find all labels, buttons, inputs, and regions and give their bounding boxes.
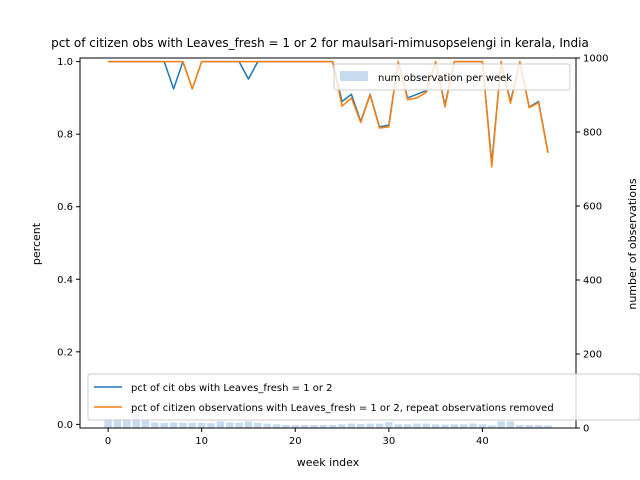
bar-week-21 bbox=[300, 425, 309, 428]
bar-week-30 bbox=[385, 422, 393, 428]
y2-tick-label-400: 400 bbox=[583, 276, 602, 287]
x-tick-label-0: 0 bbox=[105, 436, 111, 447]
bar-week-19 bbox=[282, 425, 290, 428]
bar-week-12 bbox=[216, 421, 225, 428]
bar-week-40 bbox=[478, 424, 487, 428]
y-tick-label-0.8: 0.8 bbox=[57, 130, 73, 141]
x-tick-label-20: 20 bbox=[289, 436, 302, 447]
bar-week-0 bbox=[104, 417, 112, 428]
y2-tick-label-0: 0 bbox=[583, 424, 589, 435]
legend-line1-label: pct of cit obs with Leaves_fresh = 1 or … bbox=[131, 383, 333, 394]
y-tick-label-0.2: 0.2 bbox=[57, 347, 73, 358]
y2-tick-label-800: 800 bbox=[583, 128, 602, 139]
bar-week-28 bbox=[366, 423, 374, 428]
legend-bottom-box bbox=[87, 373, 640, 421]
x-tick-label-30: 30 bbox=[382, 436, 395, 447]
bar-week-24 bbox=[328, 425, 337, 428]
bar-week-13 bbox=[225, 422, 234, 428]
bar-week-10 bbox=[197, 422, 206, 428]
legend-bar-label: num observation per week bbox=[378, 73, 512, 84]
plot-frame bbox=[79, 57, 577, 429]
bar-week-44 bbox=[516, 425, 524, 428]
bar-week-26 bbox=[347, 423, 356, 428]
y-axis-label: percent bbox=[30, 222, 43, 265]
legend-line2-label: pct of citizen observations with Leaves_… bbox=[131, 403, 554, 414]
bar-week-6 bbox=[160, 422, 168, 428]
bar-week-5 bbox=[151, 422, 159, 428]
bar-week-33 bbox=[413, 423, 421, 428]
bar-week-31 bbox=[394, 424, 402, 428]
bar-week-17 bbox=[263, 423, 271, 428]
lines-layer bbox=[108, 60, 549, 168]
bar-week-27 bbox=[357, 423, 365, 428]
bar-week-18 bbox=[272, 424, 281, 428]
y-tick-label-0.6: 0.6 bbox=[57, 202, 73, 213]
bar-week-37 bbox=[450, 424, 459, 428]
series-line-2 bbox=[108, 60, 549, 168]
legend-top-right: num observation per week bbox=[333, 63, 571, 91]
legend-top-box bbox=[333, 63, 571, 91]
legend-bar-swatch bbox=[340, 71, 368, 81]
bar-week-9 bbox=[188, 422, 197, 428]
y2-tick-label-600: 600 bbox=[583, 202, 602, 213]
bar-week-22 bbox=[310, 425, 318, 428]
bar-week-45 bbox=[525, 425, 533, 428]
y-tick-label-0.4: 0.4 bbox=[57, 275, 73, 286]
bar-week-2 bbox=[123, 419, 131, 428]
bar-week-25 bbox=[338, 424, 346, 428]
x-tick-label-40: 40 bbox=[476, 436, 489, 447]
bar-week-23 bbox=[319, 425, 328, 428]
bar-week-29 bbox=[375, 423, 384, 428]
axes-layer: 0 10 20 30 40 0.0 0.2 0.4 0.6 0.8 1.0 0 200 400 600 800… bbox=[57, 54, 608, 448]
bar-week-8 bbox=[179, 422, 187, 428]
bar-week-41 bbox=[488, 425, 496, 428]
y2-axis-label: number of observations bbox=[626, 178, 639, 310]
bar-week-46 bbox=[534, 425, 543, 428]
bar-week-47 bbox=[544, 425, 552, 428]
chart-title: pct of citizen obs with Leaves_fresh = 1… bbox=[51, 36, 589, 50]
x-tick-label-10: 10 bbox=[195, 436, 208, 447]
bar-week-38 bbox=[459, 424, 468, 428]
y-tick-label-0: 0.0 bbox=[57, 420, 73, 431]
bar-week-11 bbox=[207, 423, 215, 428]
bar-week-14 bbox=[235, 422, 243, 428]
bar-week-34 bbox=[422, 423, 431, 428]
y2-tick-label-200: 200 bbox=[583, 350, 602, 361]
bar-week-16 bbox=[254, 422, 262, 428]
bar-week-7 bbox=[169, 422, 178, 428]
bar-week-32 bbox=[403, 424, 412, 428]
y2-tick-label-1000: 1000 bbox=[583, 54, 608, 65]
bar-week-39 bbox=[469, 423, 477, 428]
y-tick-label-1: 1.0 bbox=[57, 57, 73, 68]
bar-week-20 bbox=[291, 425, 299, 428]
bar-week-42 bbox=[497, 421, 505, 428]
bars-layer bbox=[104, 410, 552, 428]
bar-week-1 bbox=[113, 419, 122, 428]
bar-week-4 bbox=[141, 420, 150, 428]
bar-week-35 bbox=[431, 424, 440, 428]
bar-week-15 bbox=[244, 421, 253, 428]
x-axis-label: week index bbox=[297, 456, 360, 469]
bar-week-43 bbox=[506, 421, 515, 428]
bar-week-36 bbox=[441, 424, 449, 428]
legend-bottom-left: pct of cit obs with Leaves_fresh = 1 or … bbox=[87, 373, 640, 421]
